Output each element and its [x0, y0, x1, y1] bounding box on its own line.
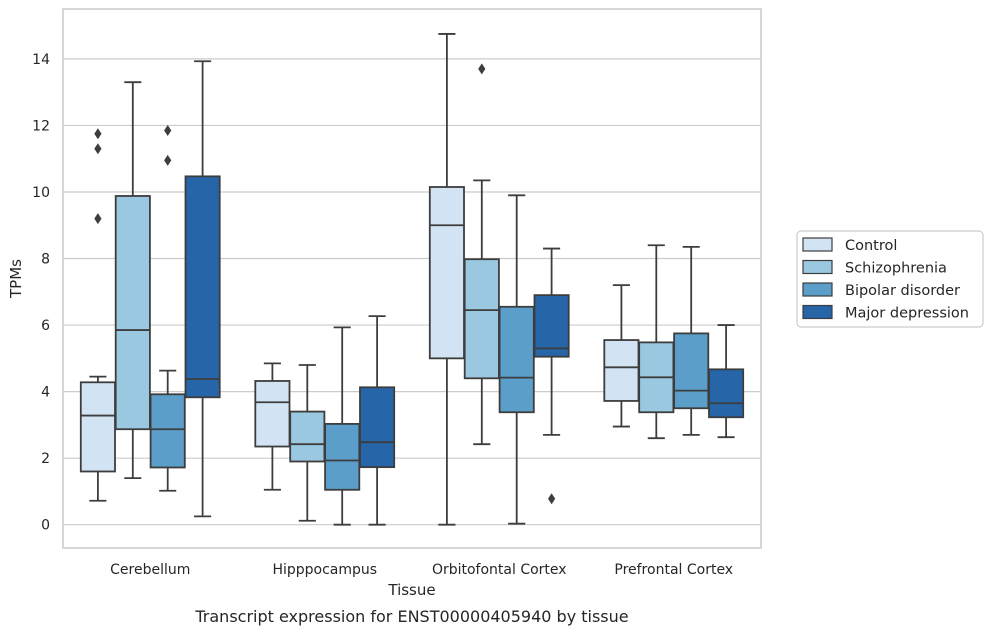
y-axis-title: TPMs [7, 259, 25, 299]
box [428, 33, 465, 526]
iqr-box [324, 422, 361, 491]
series-schizophrenia [114, 63, 675, 522]
box [708, 324, 745, 439]
box [254, 362, 291, 491]
iqr-box [359, 386, 396, 469]
iqr-box [254, 380, 291, 448]
y-axis-ticks: 0 2 4 6 8 10 12 14 [32, 52, 50, 534]
iqr-box [428, 186, 465, 360]
y-tick-label: 4 [41, 385, 50, 401]
y-tick-label: 10 [32, 185, 50, 201]
y-tick-label: 6 [41, 318, 50, 334]
box [638, 244, 675, 440]
box [79, 128, 116, 502]
y-tick-label: 2 [41, 451, 50, 467]
outlier-point [94, 143, 102, 155]
legend-swatch [802, 237, 833, 252]
iqr-box [498, 305, 535, 414]
outlier-point [94, 213, 102, 225]
legend-item: Schizophrenia [802, 259, 947, 277]
series-major-depression [184, 60, 745, 526]
iqr-box [533, 294, 570, 358]
y-tick-label: 0 [41, 518, 50, 534]
legend-item: Bipolar disorder [802, 282, 960, 299]
box [114, 81, 151, 480]
x-tick-label: Cerebellum [110, 562, 190, 578]
box [603, 284, 640, 428]
legend-item: Major depression [802, 304, 969, 322]
iqr-box [149, 393, 186, 469]
iqr-box [673, 332, 710, 410]
plot-area-frame [62, 8, 762, 549]
x-tick-label: Orbitofontal Cortex [432, 562, 567, 578]
outlier-point [478, 63, 486, 75]
iqr-box [708, 368, 745, 419]
box [324, 326, 361, 526]
iqr-box [603, 339, 640, 402]
box [149, 124, 186, 492]
series-control [79, 33, 640, 526]
x-tick-label: Prefrontal Cortex [614, 562, 733, 578]
legend-label: Bipolar disorder [845, 283, 960, 299]
legend: Control Schizophrenia Bipolar disorder Majo… [796, 230, 984, 328]
legend-label: Schizophrenia [845, 261, 947, 277]
chart-caption: Transcript expression for ENST0000040594… [194, 607, 628, 626]
x-tick-label: Hipppocampus [272, 562, 377, 578]
box [533, 247, 570, 505]
box [184, 60, 221, 518]
iqr-box [114, 195, 151, 431]
x-axis-title: Tissue [387, 581, 435, 599]
outlier-point [164, 154, 172, 166]
outlier-point [164, 124, 172, 136]
box [498, 194, 535, 525]
series-bipolar-disorder [149, 124, 710, 526]
outlier-point [548, 493, 556, 505]
legend-item: Control [802, 237, 897, 254]
iqr-box [184, 175, 221, 399]
iqr-box [463, 258, 500, 380]
legend-label: Control [845, 238, 897, 254]
iqr-box [79, 381, 116, 473]
box [289, 364, 326, 522]
legend-label: Major depression [845, 306, 969, 322]
legend-frame [796, 230, 984, 328]
box [359, 315, 396, 526]
box-plot-series [79, 33, 745, 526]
box [463, 63, 500, 446]
box [673, 245, 710, 436]
y-tick-label: 8 [41, 252, 50, 268]
y-tick-label: 14 [32, 52, 50, 68]
iqr-box [289, 410, 326, 463]
x-axis-ticks: Cerebellum Hipppocampus Orbitofontal Corte… [110, 562, 733, 578]
legend-swatch [802, 304, 833, 320]
legend-swatch [802, 259, 833, 275]
legend-swatch [802, 282, 833, 297]
y-tick-label: 12 [32, 118, 50, 134]
outlier-point [94, 128, 102, 140]
